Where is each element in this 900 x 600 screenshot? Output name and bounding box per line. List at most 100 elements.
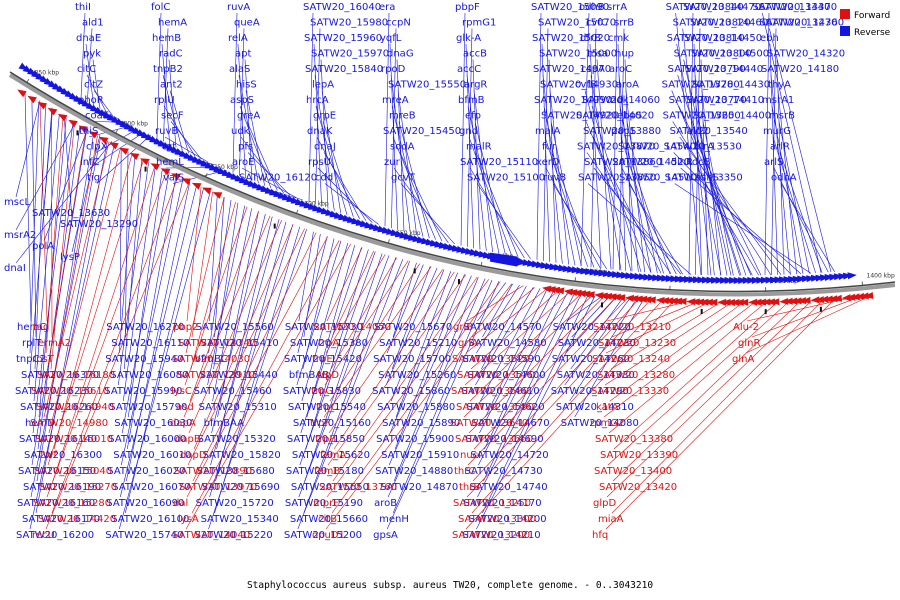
gene-label: SATW20_14730 bbox=[464, 466, 542, 477]
kbp-tick-mark bbox=[115, 129, 118, 134]
leader-line bbox=[769, 43, 778, 275]
reverse-gene-arrow bbox=[656, 274, 666, 282]
gene-label: SATW20_16080 bbox=[110, 370, 188, 381]
reverse-gene-arrow bbox=[620, 271, 630, 279]
reverse-gene-arrow bbox=[665, 275, 675, 282]
leader-line bbox=[590, 28, 597, 268]
leader-line bbox=[324, 183, 379, 225]
leader-line bbox=[316, 136, 360, 219]
leader-line bbox=[695, 105, 728, 276]
reverse-gene-arrow bbox=[562, 265, 572, 273]
gene-label: SATW20_15160 bbox=[293, 418, 371, 429]
gene-label: dinR bbox=[671, 157, 693, 168]
reverse-gene-arrow bbox=[576, 266, 586, 274]
reverse-gene-arrow bbox=[806, 275, 816, 283]
forward-gene-arrow bbox=[686, 298, 696, 306]
gene-label: lysP bbox=[60, 252, 80, 263]
gene-label: femA bbox=[320, 450, 346, 461]
leader-line bbox=[117, 162, 149, 386]
leader-line bbox=[30, 137, 101, 498]
gene-label: SATW20_15970 bbox=[311, 49, 389, 60]
leader-line bbox=[118, 155, 136, 354]
leader-line bbox=[613, 302, 777, 450]
gene-label: xerD bbox=[536, 157, 560, 168]
gene-label: srrA bbox=[607, 2, 627, 13]
leader-line bbox=[29, 101, 40, 354]
gene-label: radC bbox=[159, 49, 183, 60]
leader-line bbox=[606, 302, 685, 322]
leader-line bbox=[465, 289, 547, 354]
leader-line bbox=[678, 105, 762, 276]
leader-line bbox=[621, 167, 677, 275]
gene-label: SATW20_14600 bbox=[467, 370, 545, 381]
leader-line bbox=[762, 12, 822, 273]
leader-line bbox=[52, 165, 156, 482]
gene-label: SATW20_14690 bbox=[465, 434, 543, 445]
forward-gene-arrow bbox=[864, 292, 874, 299]
gene-label: SATW20_13530 bbox=[664, 142, 742, 153]
leader-line bbox=[764, 12, 770, 276]
gene-label: SATW20_15880 bbox=[377, 402, 455, 413]
leader-line bbox=[611, 300, 823, 514]
forward-gene-arrow bbox=[581, 290, 591, 298]
gene-label: rplU bbox=[154, 95, 175, 106]
gene-label: grlB bbox=[453, 322, 473, 333]
gene-label: thiI bbox=[75, 2, 91, 13]
gene-label: SATW20_13390 bbox=[600, 450, 678, 461]
forward-gene-arrow bbox=[68, 119, 78, 128]
leader-line bbox=[680, 167, 802, 275]
leader-line bbox=[778, 121, 810, 274]
gene-label: tag bbox=[33, 322, 49, 333]
leader-line bbox=[208, 229, 307, 530]
gene-label: hisS bbox=[236, 80, 257, 91]
gene-label: SATW20_14230 bbox=[558, 338, 636, 349]
reverse-gene-arrow bbox=[765, 276, 775, 284]
gene-label: citZ bbox=[84, 80, 103, 91]
reverse-gene-arrow bbox=[774, 276, 784, 284]
forward-gene-arrow bbox=[98, 136, 109, 145]
gene-label: SATW20_14970 bbox=[533, 64, 611, 75]
gene-label: folC bbox=[151, 2, 170, 13]
forward-gene-arrow bbox=[47, 107, 58, 116]
leader-line bbox=[169, 90, 189, 154]
leader-line bbox=[471, 301, 662, 514]
gene-label: SATW20_13630 bbox=[32, 208, 110, 219]
leader-line bbox=[683, 59, 732, 276]
forward-gene-arrow bbox=[841, 294, 851, 302]
gene-label: SATW20_16040 bbox=[303, 2, 381, 13]
gene-label: SATW20_13570 bbox=[457, 370, 535, 381]
gene-label: opuD1 bbox=[312, 530, 345, 541]
kbp-tick-mark bbox=[296, 209, 299, 214]
leader-line bbox=[476, 284, 520, 354]
gene-label: SATW20_14940 bbox=[36, 402, 114, 413]
gene-label: SATW20_14210 bbox=[462, 530, 540, 541]
leader-line bbox=[323, 266, 432, 418]
gene-label: glk-A bbox=[456, 33, 481, 44]
gene-label: dapD bbox=[180, 450, 207, 461]
gene-label: SATW20_16100 bbox=[111, 514, 189, 525]
reverse-gene-arrow bbox=[838, 273, 848, 280]
leader-line bbox=[208, 199, 232, 354]
leader-line bbox=[85, 43, 94, 106]
leader-line bbox=[189, 211, 259, 402]
leader-line bbox=[593, 167, 682, 275]
gene-label: bfmB bbox=[458, 95, 485, 106]
gene-label: SATW20_15910 bbox=[381, 450, 459, 461]
gene-label: SATW20_15190 bbox=[285, 498, 363, 509]
leader-line bbox=[45, 116, 64, 354]
gene-label: aroE bbox=[232, 157, 254, 168]
gene-label: accB bbox=[463, 49, 487, 60]
forward-gene-arrow bbox=[850, 293, 860, 301]
legend-reverse-swatch bbox=[840, 26, 850, 36]
leader-line bbox=[473, 297, 616, 450]
gene-label: SATW20_14260 bbox=[552, 354, 630, 365]
gene-label: SATW20_14330 bbox=[557, 370, 635, 381]
leader-line bbox=[620, 136, 664, 274]
leader-line bbox=[397, 90, 417, 235]
misc-feature-mark bbox=[764, 309, 767, 315]
gene-label: lysC bbox=[171, 386, 192, 397]
gene-label: SATW20_15410 bbox=[201, 338, 279, 349]
forward-gene-arrow bbox=[17, 89, 27, 98]
leader-line bbox=[551, 152, 595, 268]
